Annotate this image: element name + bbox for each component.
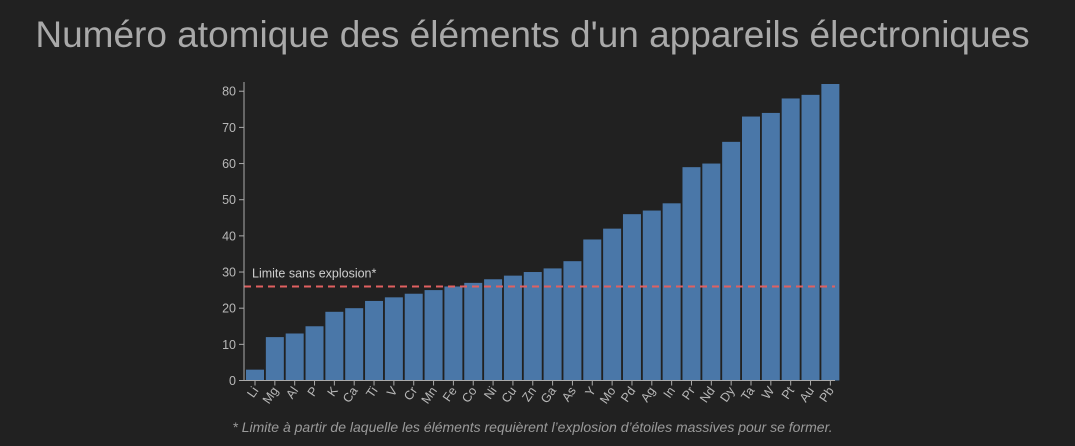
x-tick-label-fe: Fe <box>440 384 460 404</box>
x-tick-label-cu: Cu <box>499 384 520 405</box>
bar-p <box>305 326 324 381</box>
y-tick-label: 20 <box>222 302 236 316</box>
x-tick-label-y: Y <box>582 384 599 399</box>
bars-group <box>246 84 840 381</box>
chart-title: Numéro atomique des éléments d'un appare… <box>35 14 1030 55</box>
bar-zn <box>523 272 542 381</box>
bar-as <box>563 261 582 381</box>
x-tick-label-ti: Ti <box>363 384 380 400</box>
footnote: * Limite à partir de laquelle les élémen… <box>232 419 833 435</box>
y-tick-label: 0 <box>229 374 236 388</box>
y-tick-label: 10 <box>222 338 236 352</box>
bar-cr <box>404 293 423 381</box>
bar-k <box>325 311 344 381</box>
x-tick-label-ag: Ag <box>638 384 658 405</box>
x-tick-label-zn: Zn <box>519 384 539 404</box>
y-tick-label: 70 <box>222 121 236 135</box>
x-tick-label-dy: Dy <box>717 384 738 405</box>
x-tick-label-mn: Mn <box>419 384 440 406</box>
y-tick-label: 60 <box>222 157 236 171</box>
bar-pr <box>682 167 701 381</box>
x-tick-label-cr: Cr <box>401 384 420 403</box>
bar-dy <box>722 141 741 381</box>
x-tick-label-p: P <box>305 384 321 399</box>
bar-ga <box>543 268 562 381</box>
bar-pd <box>622 214 641 381</box>
bar-mn <box>424 290 443 381</box>
x-tick-label-pr: Pr <box>679 384 698 402</box>
x-tick-label-nd: Nd <box>697 384 718 405</box>
bar-mo <box>603 228 622 381</box>
x-tick-label-ta: Ta <box>738 384 757 403</box>
x-tick-label-al: Al <box>283 384 301 401</box>
x-tick-label-pb: Pb <box>817 384 837 405</box>
limit-line-label: Limite sans explosion* <box>252 266 377 280</box>
bar-nd <box>702 163 721 381</box>
bar-w <box>761 112 780 381</box>
x-tick-label-pd: Pd <box>618 384 638 405</box>
bar-v <box>384 297 403 381</box>
x-tick-label-ca: Ca <box>340 384 361 405</box>
x-tick-label-li: Li <box>244 384 261 400</box>
bar-fe <box>444 286 463 381</box>
y-tick-label: 80 <box>222 85 236 99</box>
bar-in <box>662 203 681 381</box>
x-tick-label-mo: Mo <box>597 384 618 406</box>
bar-ca <box>345 308 364 381</box>
x-tick-label-ga: Ga <box>538 384 559 406</box>
x-tick-label-co: Co <box>459 384 480 405</box>
bar-mg <box>265 337 284 381</box>
bar-au <box>801 94 820 381</box>
x-tick-label-as: As <box>559 384 579 404</box>
bar-ta <box>742 116 760 381</box>
bar-ni <box>484 279 503 381</box>
bar-pb <box>821 84 840 381</box>
bar-y <box>583 239 602 381</box>
y-tick-label: 50 <box>222 193 236 207</box>
bar-co <box>464 282 483 381</box>
bar-cu <box>503 275 522 381</box>
x-tick-label-au: Au <box>797 384 817 405</box>
bar-ti <box>365 300 384 381</box>
reference-line-group: Limite sans explosion* <box>244 266 835 288</box>
x-tick-label-ni: Ni <box>481 384 499 402</box>
x-tick-label-in: In <box>661 384 678 401</box>
bar-ag <box>642 210 661 381</box>
bar-pt <box>781 98 800 381</box>
x-tick-label-pt: Pt <box>779 384 798 402</box>
x-tick-label-w: W <box>759 384 777 402</box>
x-tick-label-v: V <box>384 384 401 399</box>
x-tick-label-k: K <box>325 384 342 399</box>
bar-al <box>285 333 304 381</box>
y-tick-label: 30 <box>222 266 236 280</box>
y-axis-ticks: 0 10 20 30 40 50 60 70 80 <box>222 85 244 388</box>
x-tick-label-mg: Mg <box>260 384 281 406</box>
bar-li <box>246 369 264 381</box>
y-tick-label: 40 <box>222 229 236 243</box>
